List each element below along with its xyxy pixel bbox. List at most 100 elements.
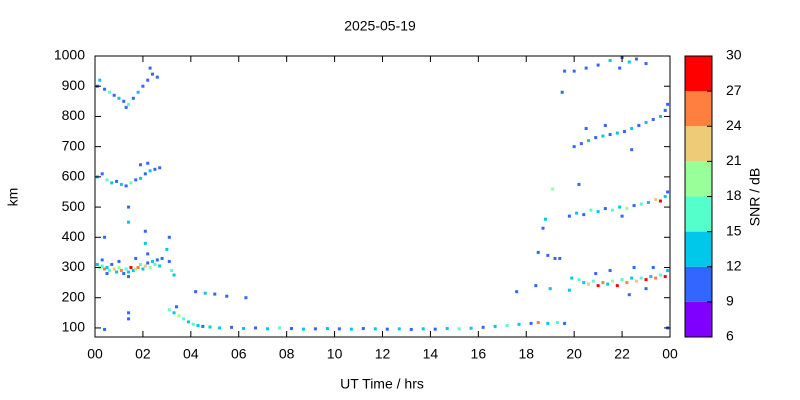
x-tick-label: 18: [518, 346, 534, 362]
data-point: [191, 322, 195, 326]
data-point: [100, 264, 104, 268]
data-point: [534, 284, 538, 288]
data-point: [105, 266, 109, 270]
data-point: [167, 235, 171, 239]
data-point: [493, 324, 497, 328]
data-point: [124, 184, 128, 188]
data-point: [666, 190, 670, 194]
y-tick-label: 400: [62, 228, 86, 244]
data-point: [151, 72, 154, 76]
data-point: [546, 321, 550, 325]
colorbar-tick-label: 18: [726, 187, 742, 203]
y-tick-label: 100: [62, 319, 86, 335]
data-point: [663, 275, 667, 279]
data-point: [167, 259, 171, 263]
colorbar-tick-label: 27: [726, 82, 742, 98]
data-point: [122, 99, 126, 103]
data-point: [254, 326, 258, 330]
data-point: [560, 90, 564, 94]
data-point: [615, 284, 619, 288]
y-tick-label: 300: [62, 258, 86, 274]
data-point: [577, 278, 581, 282]
data-point: [160, 256, 164, 260]
data-point: [529, 321, 533, 325]
data-point: [651, 266, 655, 270]
data-point: [421, 327, 425, 331]
data-point: [129, 266, 133, 270]
data-point: [119, 182, 123, 186]
x-tick-label: 20: [566, 346, 582, 362]
data-point: [572, 145, 576, 149]
data-point: [230, 325, 234, 329]
y-tick-label: 200: [62, 288, 86, 304]
data-point: [625, 207, 629, 211]
colorbar-band: [685, 196, 712, 232]
data-point: [620, 214, 624, 218]
data-point: [117, 259, 121, 263]
data-point: [203, 291, 207, 295]
data-point: [644, 62, 648, 66]
data-point: [266, 327, 269, 331]
data-point: [541, 226, 545, 230]
data-point: [373, 327, 377, 331]
data-point: [139, 176, 143, 180]
x-tick-label: 10: [327, 346, 343, 362]
data-point: [325, 327, 329, 331]
data-point: [194, 290, 198, 294]
data-point: [515, 290, 519, 294]
data-point: [608, 59, 612, 63]
data-point: [457, 327, 461, 331]
data-point: [632, 266, 636, 270]
data-point: [225, 294, 229, 298]
plot-frame: [94, 55, 671, 338]
data-point: [117, 266, 121, 270]
colorbar-band: [685, 126, 712, 162]
data-point: [567, 288, 571, 292]
data-point: [139, 262, 143, 266]
data-point: [555, 320, 559, 324]
data-point: [615, 131, 619, 135]
data-point: [594, 272, 598, 276]
x-tick-label: 04: [183, 346, 199, 362]
data-point: [127, 205, 131, 209]
data-point: [630, 276, 634, 280]
data-point: [577, 182, 581, 186]
data-point: [95, 262, 99, 266]
data-point: [143, 264, 147, 268]
data-point: [546, 253, 550, 257]
data-point: [100, 258, 104, 262]
data-point: [165, 247, 169, 251]
data-point: [651, 117, 655, 121]
colorbar-tick-label: 9: [726, 293, 734, 309]
data-point: [630, 148, 634, 152]
data-point: [115, 179, 119, 183]
data-point: [618, 205, 622, 209]
data-point: [620, 278, 624, 282]
data-point: [587, 282, 591, 286]
data-point: [110, 262, 114, 266]
data-point: [627, 293, 631, 297]
data-point: [244, 296, 248, 300]
data-point: [596, 63, 600, 67]
data-point: [127, 275, 131, 279]
data-point: [313, 327, 317, 331]
data-point: [153, 262, 157, 266]
colorbar-tick-label: 21: [726, 152, 742, 168]
data-point: [182, 317, 186, 321]
data-point: [155, 75, 159, 79]
data-point: [601, 281, 605, 285]
y-tick-label: 600: [62, 168, 86, 184]
y-tick-label: 500: [62, 198, 86, 214]
data-point: [148, 266, 152, 270]
data-point: [112, 267, 116, 271]
data-point: [563, 321, 567, 325]
data-point: [139, 163, 143, 167]
data-point: [134, 256, 138, 260]
data-point: [177, 314, 181, 318]
data-point: [551, 187, 555, 191]
data-point: [242, 327, 246, 331]
data-point: [637, 123, 641, 127]
data-point: [663, 195, 667, 198]
data-point: [208, 325, 212, 329]
data-point: [107, 269, 111, 273]
